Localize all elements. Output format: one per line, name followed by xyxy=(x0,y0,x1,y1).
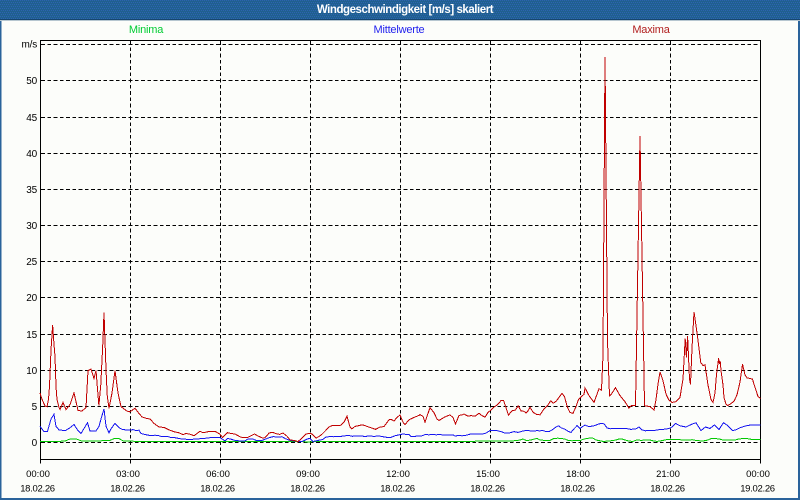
svg-text:06:00: 06:00 xyxy=(206,469,230,480)
svg-text:18.02.26: 18.02.26 xyxy=(200,484,235,495)
svg-text:25: 25 xyxy=(26,257,37,268)
svg-text:Windgeschwindigkeit [m/s] skal: Windgeschwindigkeit [m/s] skaliert xyxy=(317,4,494,16)
svg-text:18:00: 18:00 xyxy=(566,469,590,480)
svg-text:35: 35 xyxy=(26,185,37,196)
svg-text:15:00: 15:00 xyxy=(476,469,500,480)
svg-text:Mittelwerte: Mittelwerte xyxy=(374,24,425,36)
svg-text:18.02.26: 18.02.26 xyxy=(560,484,595,495)
svg-text:50: 50 xyxy=(26,76,37,87)
svg-text:40: 40 xyxy=(26,149,37,160)
svg-text:18.02.26: 18.02.26 xyxy=(470,484,505,495)
svg-text:Maxima: Maxima xyxy=(632,24,670,36)
svg-text:5: 5 xyxy=(32,402,38,413)
svg-text:12:00: 12:00 xyxy=(386,469,410,480)
svg-text:18.02.26: 18.02.26 xyxy=(20,484,55,495)
svg-text:10: 10 xyxy=(26,366,37,377)
svg-text:00:00: 00:00 xyxy=(26,469,50,480)
svg-text:00:00: 00:00 xyxy=(746,469,770,480)
svg-text:21:00: 21:00 xyxy=(656,469,680,480)
svg-text:18.02.26: 18.02.26 xyxy=(110,484,145,495)
svg-text:03:00: 03:00 xyxy=(116,469,140,480)
svg-text:19.02.26: 19.02.26 xyxy=(740,484,775,495)
svg-text:m/s: m/s xyxy=(21,40,37,51)
svg-text:18.02.26: 18.02.26 xyxy=(290,484,325,495)
svg-text:18.02.26: 18.02.26 xyxy=(650,484,685,495)
svg-text:15: 15 xyxy=(26,330,37,341)
svg-text:45: 45 xyxy=(26,113,37,124)
svg-text:Minima: Minima xyxy=(129,24,164,36)
svg-text:09:00: 09:00 xyxy=(296,469,320,480)
svg-text:30: 30 xyxy=(26,221,37,232)
svg-text:0: 0 xyxy=(32,438,38,449)
svg-text:20: 20 xyxy=(26,293,37,304)
svg-text:18.02.26: 18.02.26 xyxy=(380,484,415,495)
